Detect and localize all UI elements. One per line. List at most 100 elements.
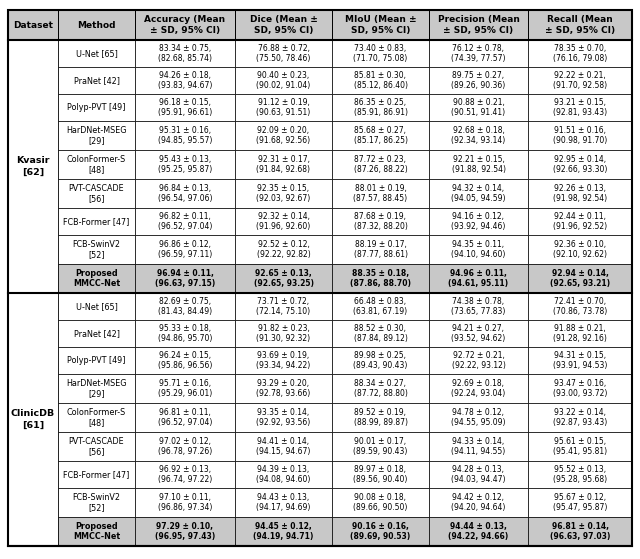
Bar bbox=[429, 461, 528, 488]
Text: 92.09 ± 0.20,
(91.68, 92.56): 92.09 ± 0.20, (91.68, 92.56) bbox=[257, 126, 310, 145]
Bar bbox=[135, 121, 235, 150]
Bar bbox=[429, 488, 528, 517]
Text: 82.69 ± 0.75,
(81.43, 84.49): 82.69 ± 0.75, (81.43, 84.49) bbox=[158, 297, 212, 316]
Bar bbox=[528, 235, 632, 264]
Text: Dataset: Dataset bbox=[13, 21, 53, 30]
Text: HarDNet-MSEG
[29]: HarDNet-MSEG [29] bbox=[67, 378, 127, 399]
Text: 94.39 ± 0.13,
(94.08, 94.60): 94.39 ± 0.13, (94.08, 94.60) bbox=[256, 465, 310, 485]
Text: 95.31 ± 0.16,
(94.85, 95.57): 95.31 ± 0.16, (94.85, 95.57) bbox=[158, 126, 212, 145]
Text: 85.68 ± 0.27,
(85.17, 86.25): 85.68 ± 0.27, (85.17, 86.25) bbox=[353, 126, 408, 145]
Bar bbox=[429, 235, 528, 264]
Text: PVT-CASCADE
[56]: PVT-CASCADE [56] bbox=[68, 183, 124, 203]
Bar bbox=[235, 179, 332, 208]
Bar bbox=[429, 121, 528, 150]
Bar bbox=[135, 179, 235, 208]
Bar bbox=[235, 432, 332, 461]
Bar bbox=[528, 40, 632, 67]
Text: FCB-Former [47]: FCB-Former [47] bbox=[63, 470, 130, 479]
Text: 97.10 ± 0.11,
(96.86, 97.34): 97.10 ± 0.11, (96.86, 97.34) bbox=[158, 492, 212, 513]
Text: 93.69 ± 0.19,
(93.34, 94.22): 93.69 ± 0.19, (93.34, 94.22) bbox=[257, 350, 310, 371]
Bar bbox=[429, 10, 528, 40]
Text: 92.22 ± 0.21,
(91.70, 92.58): 92.22 ± 0.21, (91.70, 92.58) bbox=[553, 70, 607, 91]
Text: 89.97 ± 0.18,
(89.56, 90.40): 89.97 ± 0.18, (89.56, 90.40) bbox=[353, 465, 408, 485]
Text: 96.84 ± 0.13,
(96.54, 97.06): 96.84 ± 0.13, (96.54, 97.06) bbox=[157, 183, 212, 203]
Text: Proposed
MMCC-Net: Proposed MMCC-Net bbox=[73, 269, 120, 288]
Bar bbox=[332, 67, 429, 94]
Text: 94.16 ± 0.12,
(93.92, 94.46): 94.16 ± 0.12, (93.92, 94.46) bbox=[451, 212, 506, 231]
Text: 76.88 ± 0.72,
(75.50, 78.46): 76.88 ± 0.72, (75.50, 78.46) bbox=[256, 44, 310, 63]
Bar bbox=[235, 488, 332, 517]
Text: 94.44 ± 0.13,
(94.22, 94.66): 94.44 ± 0.13, (94.22, 94.66) bbox=[449, 522, 509, 541]
Text: 90.88 ± 0.21,
(90.51, 91.41): 90.88 ± 0.21, (90.51, 91.41) bbox=[451, 98, 506, 117]
Bar bbox=[8, 40, 58, 293]
Text: U-Net [65]: U-Net [65] bbox=[76, 49, 117, 58]
Text: Proposed
MMCC-Net: Proposed MMCC-Net bbox=[73, 522, 120, 541]
Bar bbox=[528, 517, 632, 546]
Bar bbox=[135, 150, 235, 179]
Text: 92.21 ± 0.15,
(91.88, 92.54): 92.21 ± 0.15, (91.88, 92.54) bbox=[451, 155, 506, 174]
Text: 72.41 ± 0.70,
(70.86, 73.78): 72.41 ± 0.70, (70.86, 73.78) bbox=[553, 297, 607, 316]
Text: 92.69 ± 0.18,
(92.24, 93.04): 92.69 ± 0.18, (92.24, 93.04) bbox=[451, 378, 506, 399]
Text: Polyp-PVT [49]: Polyp-PVT [49] bbox=[67, 103, 125, 112]
Text: 89.75 ± 0.27,
(89.26, 90.36): 89.75 ± 0.27, (89.26, 90.36) bbox=[451, 70, 506, 91]
Text: 94.42 ± 0.12,
(94.20, 94.64): 94.42 ± 0.12, (94.20, 94.64) bbox=[451, 492, 506, 513]
Bar bbox=[528, 179, 632, 208]
Bar bbox=[429, 179, 528, 208]
Text: 95.33 ± 0.18,
(94.86, 95.70): 95.33 ± 0.18, (94.86, 95.70) bbox=[158, 324, 212, 343]
Text: FCB-SwinV2
[52]: FCB-SwinV2 [52] bbox=[72, 492, 120, 513]
Bar bbox=[429, 403, 528, 432]
Text: 96.18 ± 0.15,
(95.91, 96.61): 96.18 ± 0.15, (95.91, 96.61) bbox=[158, 98, 212, 117]
Text: 97.29 ± 0.10,
(96.95, 97.43): 97.29 ± 0.10, (96.95, 97.43) bbox=[155, 522, 215, 541]
Text: ClinicDB
[61]: ClinicDB [61] bbox=[11, 409, 55, 429]
Text: 85.81 ± 0.30,
(85.12, 86.40): 85.81 ± 0.30, (85.12, 86.40) bbox=[353, 70, 408, 91]
Bar bbox=[58, 94, 135, 121]
Text: 66.48 ± 0.83,
(63.81, 67.19): 66.48 ± 0.83, (63.81, 67.19) bbox=[353, 297, 408, 316]
Bar bbox=[528, 432, 632, 461]
Bar bbox=[528, 403, 632, 432]
Bar bbox=[235, 67, 332, 94]
Text: 94.35 ± 0.11,
(94.10, 94.60): 94.35 ± 0.11, (94.10, 94.60) bbox=[451, 240, 506, 259]
Text: 91.12 ± 0.19,
(90.63, 91.51): 91.12 ± 0.19, (90.63, 91.51) bbox=[257, 98, 310, 117]
Text: 92.72 ± 0.21,
(92.22, 93.12): 92.72 ± 0.21, (92.22, 93.12) bbox=[452, 350, 506, 371]
Bar bbox=[235, 10, 332, 40]
Text: 96.24 ± 0.15,
(95.86, 96.56): 96.24 ± 0.15, (95.86, 96.56) bbox=[158, 350, 212, 371]
Text: 94.21 ± 0.27,
(93.52, 94.62): 94.21 ± 0.27, (93.52, 94.62) bbox=[451, 324, 506, 343]
Bar bbox=[135, 67, 235, 94]
Text: 94.45 ± 0.12,
(94.19, 94.71): 94.45 ± 0.12, (94.19, 94.71) bbox=[253, 522, 314, 541]
Bar bbox=[8, 293, 58, 546]
Text: 88.52 ± 0.30,
(87.84, 89.12): 88.52 ± 0.30, (87.84, 89.12) bbox=[353, 324, 408, 343]
Bar bbox=[528, 10, 632, 40]
Text: 92.44 ± 0.11,
(91.96, 92.52): 92.44 ± 0.11, (91.96, 92.52) bbox=[553, 212, 607, 231]
Text: 89.98 ± 0.25,
(89.43, 90.43): 89.98 ± 0.25, (89.43, 90.43) bbox=[353, 350, 408, 371]
Text: 94.33 ± 0.14,
(94.11, 94.55): 94.33 ± 0.14, (94.11, 94.55) bbox=[451, 437, 506, 456]
Text: 96.92 ± 0.13,
(96.74, 97.22): 96.92 ± 0.13, (96.74, 97.22) bbox=[158, 465, 212, 485]
Bar bbox=[235, 461, 332, 488]
Bar bbox=[332, 121, 429, 150]
Text: 93.29 ± 0.20,
(92.78, 93.66): 93.29 ± 0.20, (92.78, 93.66) bbox=[257, 378, 310, 399]
Bar bbox=[528, 488, 632, 517]
Bar bbox=[528, 208, 632, 235]
Text: 92.94 ± 0.14,
(92.65, 93.21): 92.94 ± 0.14, (92.65, 93.21) bbox=[550, 269, 610, 288]
Bar bbox=[332, 488, 429, 517]
Text: FCB-Former [47]: FCB-Former [47] bbox=[63, 217, 130, 226]
Bar bbox=[235, 150, 332, 179]
Text: 73.40 ± 0.83,
(71.70, 75.08): 73.40 ± 0.83, (71.70, 75.08) bbox=[353, 44, 408, 63]
Bar bbox=[332, 179, 429, 208]
Text: Method: Method bbox=[77, 21, 116, 30]
Bar bbox=[429, 432, 528, 461]
Bar bbox=[58, 403, 135, 432]
Text: 95.52 ± 0.13,
(95.28, 95.68): 95.52 ± 0.13, (95.28, 95.68) bbox=[553, 465, 607, 485]
Text: 93.35 ± 0.14,
(92.92, 93.56): 93.35 ± 0.14, (92.92, 93.56) bbox=[257, 408, 310, 428]
Text: 94.28 ± 0.13,
(94.03, 94.47): 94.28 ± 0.13, (94.03, 94.47) bbox=[451, 465, 506, 485]
Text: 96.81 ± 0.11,
(96.52, 97.04): 96.81 ± 0.11, (96.52, 97.04) bbox=[158, 408, 212, 428]
Text: Precision (Mean
± SD, 95% CI): Precision (Mean ± SD, 95% CI) bbox=[438, 15, 520, 35]
Bar bbox=[58, 264, 135, 293]
Bar bbox=[332, 374, 429, 403]
Bar bbox=[332, 150, 429, 179]
Bar bbox=[135, 461, 235, 488]
Bar bbox=[235, 347, 332, 374]
Bar bbox=[528, 293, 632, 320]
Bar bbox=[332, 10, 429, 40]
Text: 95.67 ± 0.12,
(95.47, 95.87): 95.67 ± 0.12, (95.47, 95.87) bbox=[553, 492, 607, 513]
Text: 87.72 ± 0.23,
(87.26, 88.22): 87.72 ± 0.23, (87.26, 88.22) bbox=[354, 155, 408, 174]
